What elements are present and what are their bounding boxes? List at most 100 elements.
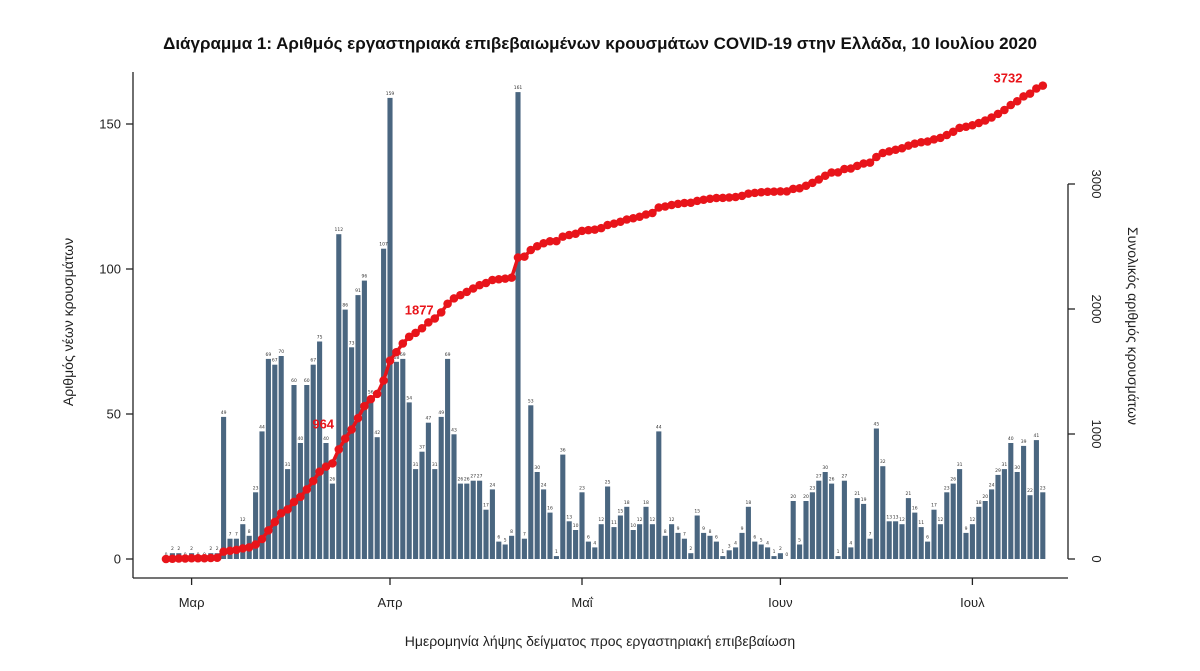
bar (432, 469, 438, 559)
cumulative-point (404, 332, 414, 342)
cumulative-point (744, 189, 753, 198)
bar-value-label: 41 (1034, 433, 1040, 439)
bar-value-label: 40 (298, 436, 304, 442)
bar (886, 521, 892, 559)
bar-value-label: 26 (950, 477, 956, 483)
bar-value-label: 15 (618, 509, 624, 515)
bar-value-label: 67 (310, 358, 316, 364)
cumulative-point (436, 308, 446, 317)
bar (483, 509, 489, 559)
bar-value-label: 11 (611, 520, 617, 526)
bar-value-label: 60 (291, 378, 297, 384)
bar-value-label: 26 (464, 477, 470, 483)
cumulative-point (225, 546, 235, 556)
cumulative-point (500, 274, 510, 283)
bar (272, 364, 278, 559)
cumulative-point (321, 462, 331, 471)
bar-value-label: 27 (816, 474, 822, 480)
bar-value-label: 16 (547, 506, 553, 512)
y-tick-label: 150 (99, 117, 121, 132)
bar-value-label: 13 (893, 514, 899, 520)
bar-value-label: 36 (560, 448, 566, 454)
bar (873, 428, 879, 559)
cumulative-point (545, 236, 555, 246)
y-axis-label: Αριθμός νέων κρουσμάτων (60, 238, 76, 406)
cumulative-point (808, 178, 817, 188)
x-axis-label: Ημερομηνία λήψης δείγματος προς εργαστηρ… (405, 633, 795, 649)
bar (528, 405, 534, 559)
cumulative-point (187, 553, 196, 563)
cumulative-point (212, 553, 222, 563)
bar (419, 451, 425, 559)
bar-value-label: 17 (931, 503, 937, 509)
bar (381, 248, 387, 559)
cumulative-point (219, 547, 228, 556)
cumulative-point (462, 287, 472, 297)
bar (291, 385, 297, 559)
bar (553, 556, 559, 559)
bar (893, 521, 899, 559)
bar-value-label: 42 (374, 430, 380, 436)
bar-value-label: 22 (1027, 488, 1033, 494)
bar-value-label: 2 (209, 546, 212, 552)
bar (777, 553, 783, 559)
cumulative-point (411, 328, 420, 338)
cumulative-point (571, 229, 580, 239)
cumulative-point (1006, 100, 1016, 110)
cumulative-point (936, 133, 945, 143)
cumulative-point (603, 220, 612, 230)
bar (976, 506, 982, 559)
bar (457, 483, 463, 559)
bar (400, 358, 406, 559)
y-tick-label: 0 (114, 552, 121, 567)
cumulative-point (424, 318, 433, 327)
bar (726, 550, 732, 559)
bar (925, 541, 931, 559)
bar-value-label: 26 (829, 477, 835, 483)
bar (701, 532, 707, 559)
bar (656, 431, 662, 559)
bar-value-label: 8 (248, 529, 251, 535)
bar (707, 535, 713, 559)
bar (688, 553, 694, 559)
cumulative-point (1032, 84, 1041, 93)
bar (835, 556, 841, 559)
cumulative-point (315, 467, 324, 476)
bar (662, 535, 668, 559)
cumulative-point (1000, 105, 1009, 115)
bar-value-label: 4 (849, 540, 852, 546)
cumulative-point (648, 208, 657, 218)
bar-value-label: 12 (637, 517, 643, 523)
cumulative-point (206, 553, 216, 563)
bar (515, 92, 521, 559)
bar-value-label: 96 (362, 274, 368, 280)
bar (752, 541, 758, 559)
cumulative-point (520, 252, 529, 261)
cumulative-point (360, 401, 369, 411)
bar-value-label: 56 (368, 390, 374, 396)
y2-tick-label: 0 (1089, 555, 1104, 562)
bar-value-label: 4 (734, 540, 737, 546)
cumulative-point (731, 192, 740, 202)
bar (854, 498, 860, 559)
bar-value-label: 1 (837, 549, 840, 555)
cumulative-point (308, 476, 318, 486)
bar-value-label: 12 (938, 517, 944, 523)
bar (566, 521, 572, 559)
cumulative-point (692, 196, 702, 206)
bar (317, 341, 323, 559)
bar-value-label: 91 (355, 288, 361, 294)
bar (521, 538, 527, 559)
bar-value-label: 112 (335, 227, 344, 233)
cumulative-point (494, 274, 504, 284)
bar-value-label: 75 (317, 335, 323, 341)
bar-value-label: 12 (240, 517, 246, 523)
bar-value-label: 18 (746, 500, 752, 506)
bar-value-label: 2 (779, 546, 782, 552)
bar (541, 489, 547, 559)
bar-value-label: 53 (528, 398, 534, 404)
bar (931, 509, 937, 559)
bar-value-label: 6 (715, 535, 718, 541)
bar-value-label: 10 (573, 523, 579, 529)
